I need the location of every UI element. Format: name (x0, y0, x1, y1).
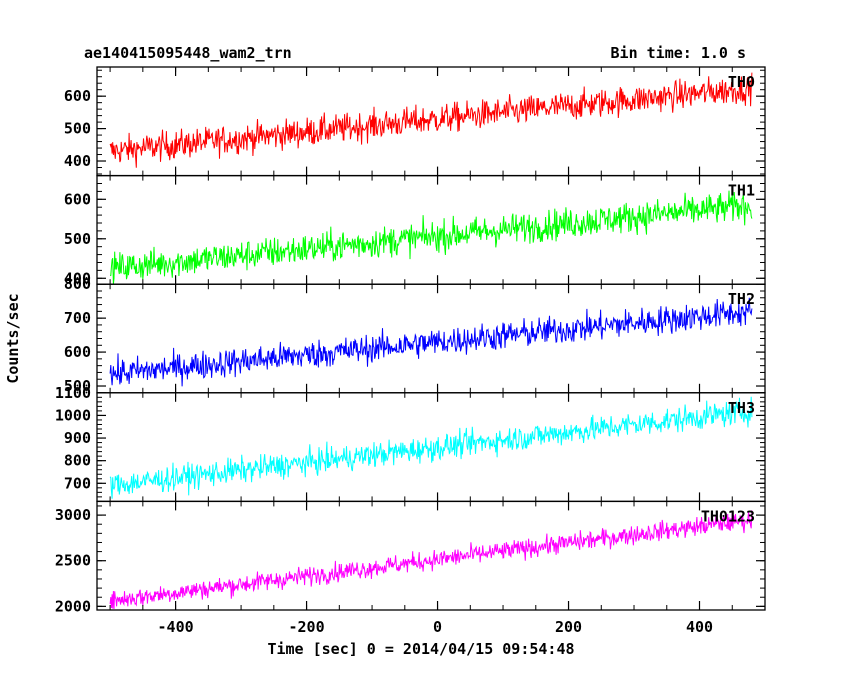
series-line-th0 (109, 72, 753, 168)
y-tick-label: 500 (64, 377, 91, 395)
series-line-th0123 (109, 510, 753, 610)
y-tick-label: 900 (64, 429, 91, 447)
series-line-th2 (109, 297, 753, 387)
x-tick-label: -400 (158, 618, 194, 636)
y-tick-label: 800 (64, 452, 91, 470)
x-tick-label: 400 (686, 618, 713, 636)
y-tick-label: 700 (64, 474, 91, 492)
y-tick-label: 1000 (55, 406, 91, 424)
y-tick-label: 2000 (55, 597, 91, 615)
x-axis-label: Time [sec] 0 = 2014/04/15 09:54:48 (267, 640, 574, 658)
x-tick-label: 0 (433, 618, 442, 636)
y-tick-label: 600 (64, 190, 91, 208)
panel-frame-th0123 (96, 500, 766, 611)
y-tick-label: 500 (64, 230, 91, 248)
y-tick-label: 400 (64, 152, 91, 170)
y-tick-label: 2500 (55, 552, 91, 570)
y-tick-label: 3000 (55, 506, 91, 524)
chart-title: ae140415095448_wam2_trn (84, 44, 292, 62)
y-tick-label: 400 (64, 269, 91, 287)
panel-frame-th0 (96, 66, 766, 177)
panel-label-th1: TH1 (728, 182, 755, 200)
panel-label-th0123: TH0123 (701, 507, 755, 525)
y-tick-label: 600 (64, 87, 91, 105)
bin-time-label: Bin time: 1.0 s (610, 44, 746, 62)
y-tick-label: 1100 (55, 384, 91, 402)
y-tick-label: 700 (64, 309, 91, 327)
y-axis-label: Counts/sec (4, 293, 22, 383)
panel-label-th2: TH2 (728, 290, 755, 308)
x-tick-label: 200 (555, 618, 582, 636)
panel-label-th3: TH3 (728, 399, 755, 417)
panel-label-th0: TH0 (728, 73, 755, 91)
series-line-th1 (109, 190, 753, 285)
x-tick-label: -200 (289, 618, 325, 636)
series-line-th3 (109, 396, 753, 499)
y-tick-label: 600 (64, 343, 91, 361)
y-tick-label: 800 (64, 275, 91, 293)
panel-frame-th1 (96, 174, 766, 285)
y-tick-label: 500 (64, 120, 91, 138)
